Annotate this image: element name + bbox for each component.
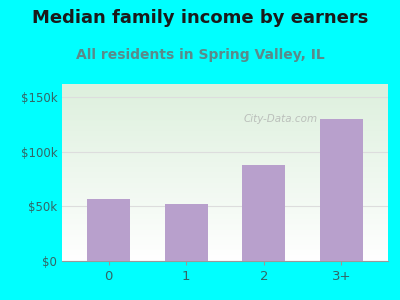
- Bar: [165, 204, 208, 261]
- Text: City-Data.com: City-Data.com: [243, 114, 318, 124]
- Bar: [87, 199, 130, 261]
- Text: Median family income by earners: Median family income by earners: [32, 9, 368, 27]
- Bar: [242, 165, 285, 261]
- Text: All residents in Spring Valley, IL: All residents in Spring Valley, IL: [76, 48, 324, 62]
- Bar: [320, 119, 363, 261]
